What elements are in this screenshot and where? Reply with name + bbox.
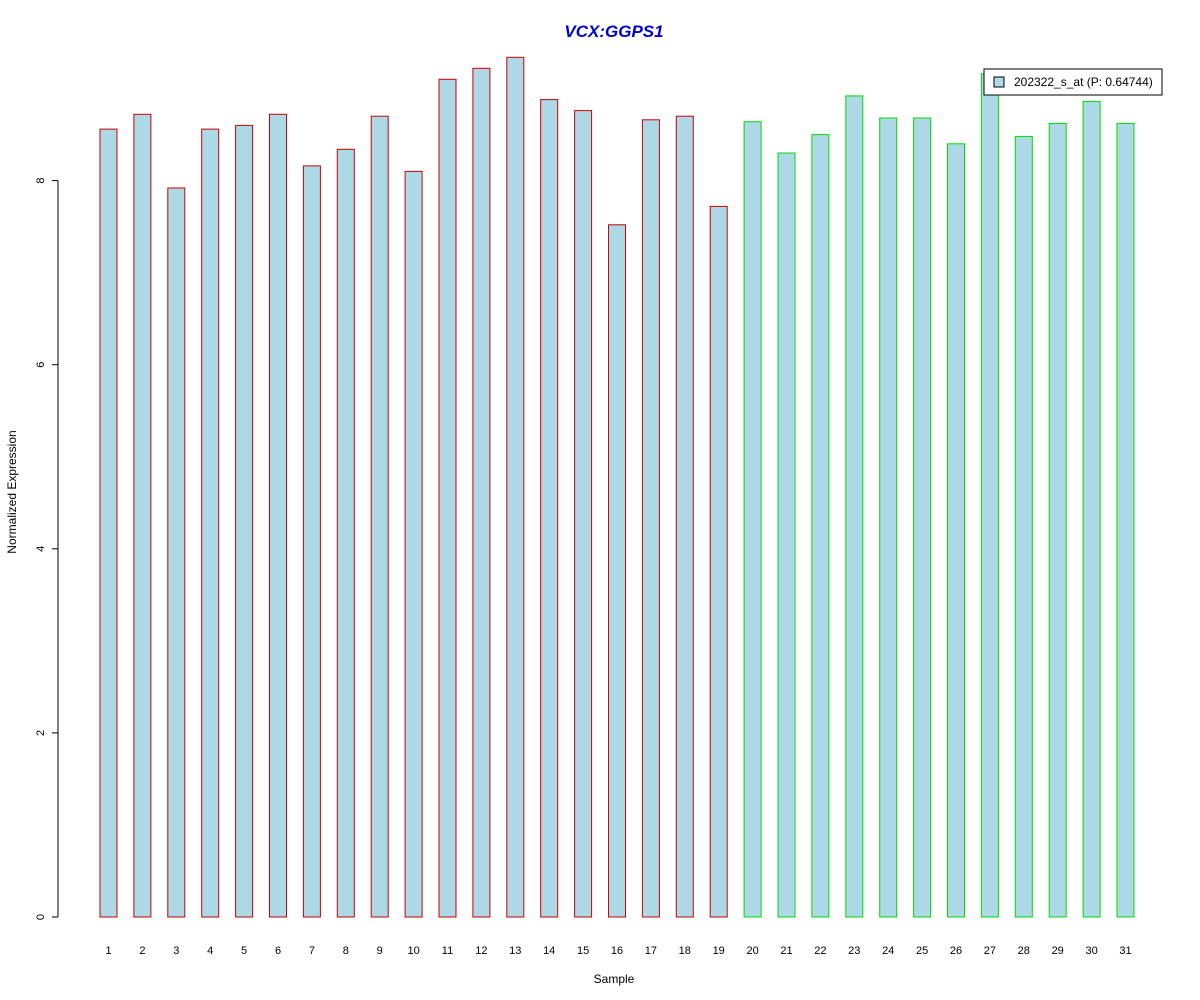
- bar-sample-26: [947, 143, 965, 918]
- x-tick-labels: 1 2 3 4 5 6 7 8 9 10 11 12 13 14 15 16 17 18 19 20 21 22 23 24 2…: [105, 945, 1131, 957]
- bar-sample-31: [1116, 123, 1135, 918]
- bar-sample-4: [201, 128, 220, 918]
- y-tick-label: 4: [35, 546, 47, 552]
- bar-sample-13: [506, 56, 525, 918]
- x-tick-label: 29: [1052, 945, 1064, 957]
- bars: [99, 56, 1135, 918]
- bar-sample-25: [913, 117, 932, 918]
- bar-sample-27: [980, 73, 999, 918]
- bar-sample-15: [574, 110, 593, 918]
- x-tick-label: 24: [882, 945, 894, 957]
- bar-sample-9: [370, 115, 389, 918]
- x-tick-label: 25: [916, 945, 928, 957]
- bar-sample-23: [845, 95, 864, 918]
- bar-sample-19: [709, 205, 728, 918]
- y-tick-label: 0: [35, 914, 47, 920]
- bar-sample-3: [167, 187, 186, 918]
- bar-sample-6: [269, 113, 287, 918]
- x-tick-label: 30: [1085, 945, 1097, 957]
- x-tick-label: 14: [543, 945, 555, 957]
- x-tick-label: 12: [475, 945, 487, 957]
- y-axis: 0 2 4 6 8: [35, 178, 59, 920]
- bar-sample-7: [302, 165, 321, 918]
- bar-sample-30: [1082, 100, 1101, 918]
- x-tick-label: 21: [780, 945, 792, 957]
- x-tick-label: 23: [848, 945, 860, 957]
- x-tick-label: 13: [509, 945, 521, 957]
- x-tick-label: 1: [105, 945, 111, 957]
- x-tick-label: 16: [611, 945, 623, 957]
- bar-sample-20: [743, 121, 762, 918]
- bar-sample-28: [1014, 135, 1033, 918]
- y-tick-label: 6: [35, 362, 47, 368]
- bar-sample-5: [235, 124, 254, 918]
- x-tick-label: 17: [645, 945, 657, 957]
- x-tick-label: 5: [241, 945, 247, 957]
- bar-sample-14: [540, 99, 559, 918]
- x-tick-label: 3: [173, 945, 179, 957]
- bar-sample-12: [472, 67, 491, 918]
- x-tick-label: 27: [984, 945, 996, 957]
- x-tick-label: 8: [343, 945, 349, 957]
- x-tick-label: 26: [950, 945, 962, 957]
- x-tick-label: 9: [377, 945, 383, 957]
- x-tick-label: 2: [139, 945, 145, 957]
- x-tick-label: 18: [679, 945, 691, 957]
- x-tick-label: 22: [814, 945, 826, 957]
- x-tick-label: 11: [442, 945, 453, 957]
- x-tick-label: 19: [713, 945, 725, 957]
- x-tick-label: 31: [1119, 945, 1131, 957]
- bar-sample-1: [99, 128, 118, 918]
- legend-swatch: [993, 76, 1005, 88]
- x-tick-label: 4: [207, 945, 213, 957]
- bar-sample-22: [811, 134, 830, 918]
- bar-sample-24: [879, 117, 898, 918]
- bar-sample-16: [608, 224, 626, 918]
- legend-label: 202322_s_at (P: 0.64744): [1014, 75, 1153, 89]
- bar-sample-17: [641, 119, 660, 918]
- y-tick-label: 8: [35, 178, 47, 184]
- x-tick-label: 20: [746, 945, 758, 957]
- chart-title: VCX:GGPS1: [564, 22, 663, 41]
- bar-sample-10: [404, 170, 423, 918]
- x-tick-label: 7: [309, 945, 315, 957]
- bar-sample-21: [777, 152, 796, 918]
- x-tick-label: 10: [407, 945, 419, 957]
- x-tick-label: 6: [275, 945, 281, 957]
- bar-sample-11: [438, 78, 457, 918]
- bar-sample-8: [336, 148, 355, 918]
- x-tick-label: 15: [577, 945, 589, 957]
- x-axis-label: Sample: [594, 972, 635, 986]
- y-tick-label: 2: [35, 730, 47, 736]
- bar-sample-2: [133, 113, 152, 918]
- bar-sample-29: [1048, 123, 1067, 918]
- bar-sample-18: [675, 115, 694, 918]
- y-axis-label: Normalized Expression: [5, 430, 19, 553]
- legend: 202322_s_at (P: 0.64744): [983, 68, 1163, 96]
- x-tick-label: 28: [1018, 945, 1030, 957]
- legend-box: [983, 68, 1163, 96]
